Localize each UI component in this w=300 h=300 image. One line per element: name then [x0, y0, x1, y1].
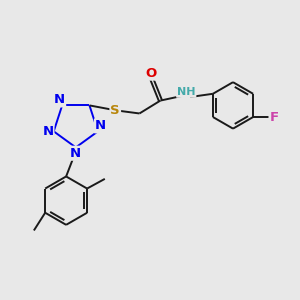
Text: N: N — [70, 147, 81, 160]
Text: O: O — [145, 67, 156, 80]
Text: N: N — [42, 125, 53, 138]
Text: S: S — [110, 104, 120, 117]
Text: NH: NH — [177, 87, 196, 97]
Text: N: N — [54, 93, 65, 106]
Text: N: N — [95, 119, 106, 132]
Text: F: F — [269, 110, 279, 124]
